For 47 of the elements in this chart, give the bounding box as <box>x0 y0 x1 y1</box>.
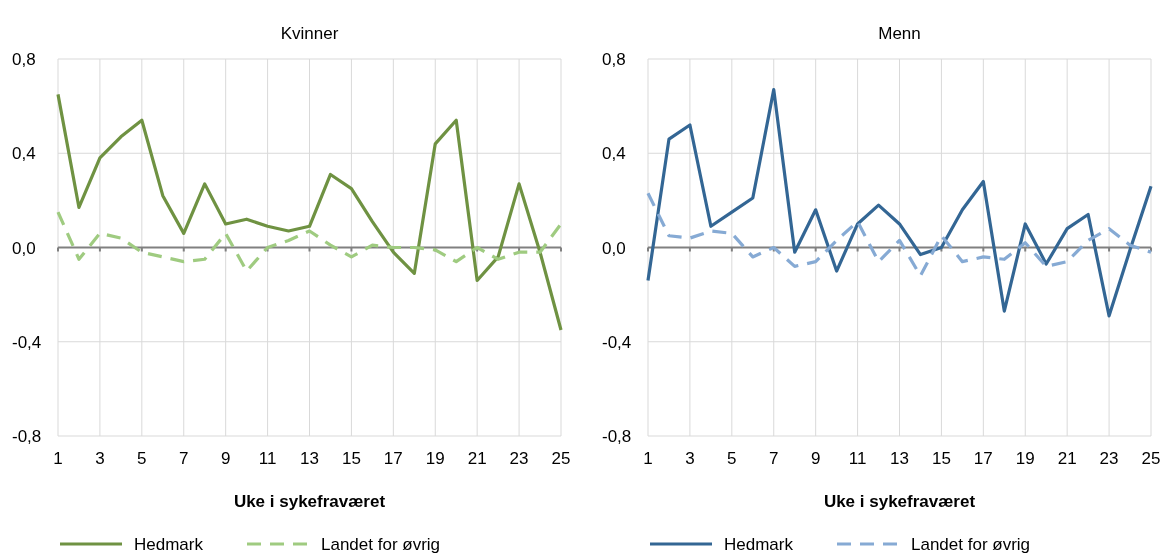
line-series <box>646 88 1153 318</box>
x-tick-label: 25 <box>1141 449 1161 468</box>
line-series <box>56 92 563 332</box>
x-tick-label: 15 <box>341 449 361 468</box>
x-tick-label: 21 <box>1057 449 1077 468</box>
x-tick-label: 5 <box>727 449 737 468</box>
legend-label: Hedmark <box>724 535 794 554</box>
y-tick-label: -0,8 <box>12 427 42 446</box>
y-tick-label: 0,8 <box>12 50 36 69</box>
x-tick-label: 11 <box>258 449 277 468</box>
line-series <box>646 191 1153 278</box>
chart-title: Kvinner <box>280 24 339 43</box>
x-tick-label: 9 <box>220 449 231 468</box>
x-tick-label: 13 <box>300 449 319 468</box>
x-tick-label: 1 <box>53 449 63 468</box>
x-tick-label: 11 <box>848 449 867 468</box>
x-tick-label: 13 <box>890 449 909 468</box>
legend-label: Hedmark <box>134 535 204 554</box>
x-tick-label: 19 <box>1015 449 1035 468</box>
x-tick-label: 7 <box>179 449 189 468</box>
x-tick-label: 17 <box>973 449 993 468</box>
y-tick-label: 0,8 <box>602 50 626 69</box>
y-tick-label: -0,8 <box>602 427 632 446</box>
legend-label: Landet for øvrig <box>911 535 1031 554</box>
y-tick-label: 0,0 <box>602 238 626 258</box>
x-tick-label: 23 <box>1099 449 1119 468</box>
legend-label: Landet for øvrig <box>321 535 441 554</box>
x-tick-label: 17 <box>383 449 403 468</box>
x-tick-label: 3 <box>685 449 695 468</box>
x-axis-title: Uke i sykefraværet <box>823 492 976 511</box>
x-tick-label: 5 <box>137 449 147 468</box>
y-tick-label: 0,4 <box>602 144 626 164</box>
y-tick-label: -0,4 <box>12 332 42 352</box>
x-tick-label: 15 <box>931 449 951 468</box>
x-tick-label: 25 <box>551 449 571 468</box>
y-tick-label: 0,0 <box>12 238 36 258</box>
x-tick-label: 9 <box>810 449 821 468</box>
chart-title: Menn <box>878 24 921 43</box>
x-tick-label: 19 <box>425 449 445 468</box>
x-axis-title: Uke i sykefraværet <box>233 492 386 511</box>
y-tick-label: 0,4 <box>12 144 36 164</box>
x-tick-label: 7 <box>769 449 779 468</box>
y-tick-label: -0,4 <box>602 332 632 352</box>
x-tick-label: 1 <box>643 449 653 468</box>
x-tick-label: 23 <box>509 449 529 468</box>
x-tick-label: 21 <box>467 449 487 468</box>
x-tick-label: 3 <box>95 449 105 468</box>
